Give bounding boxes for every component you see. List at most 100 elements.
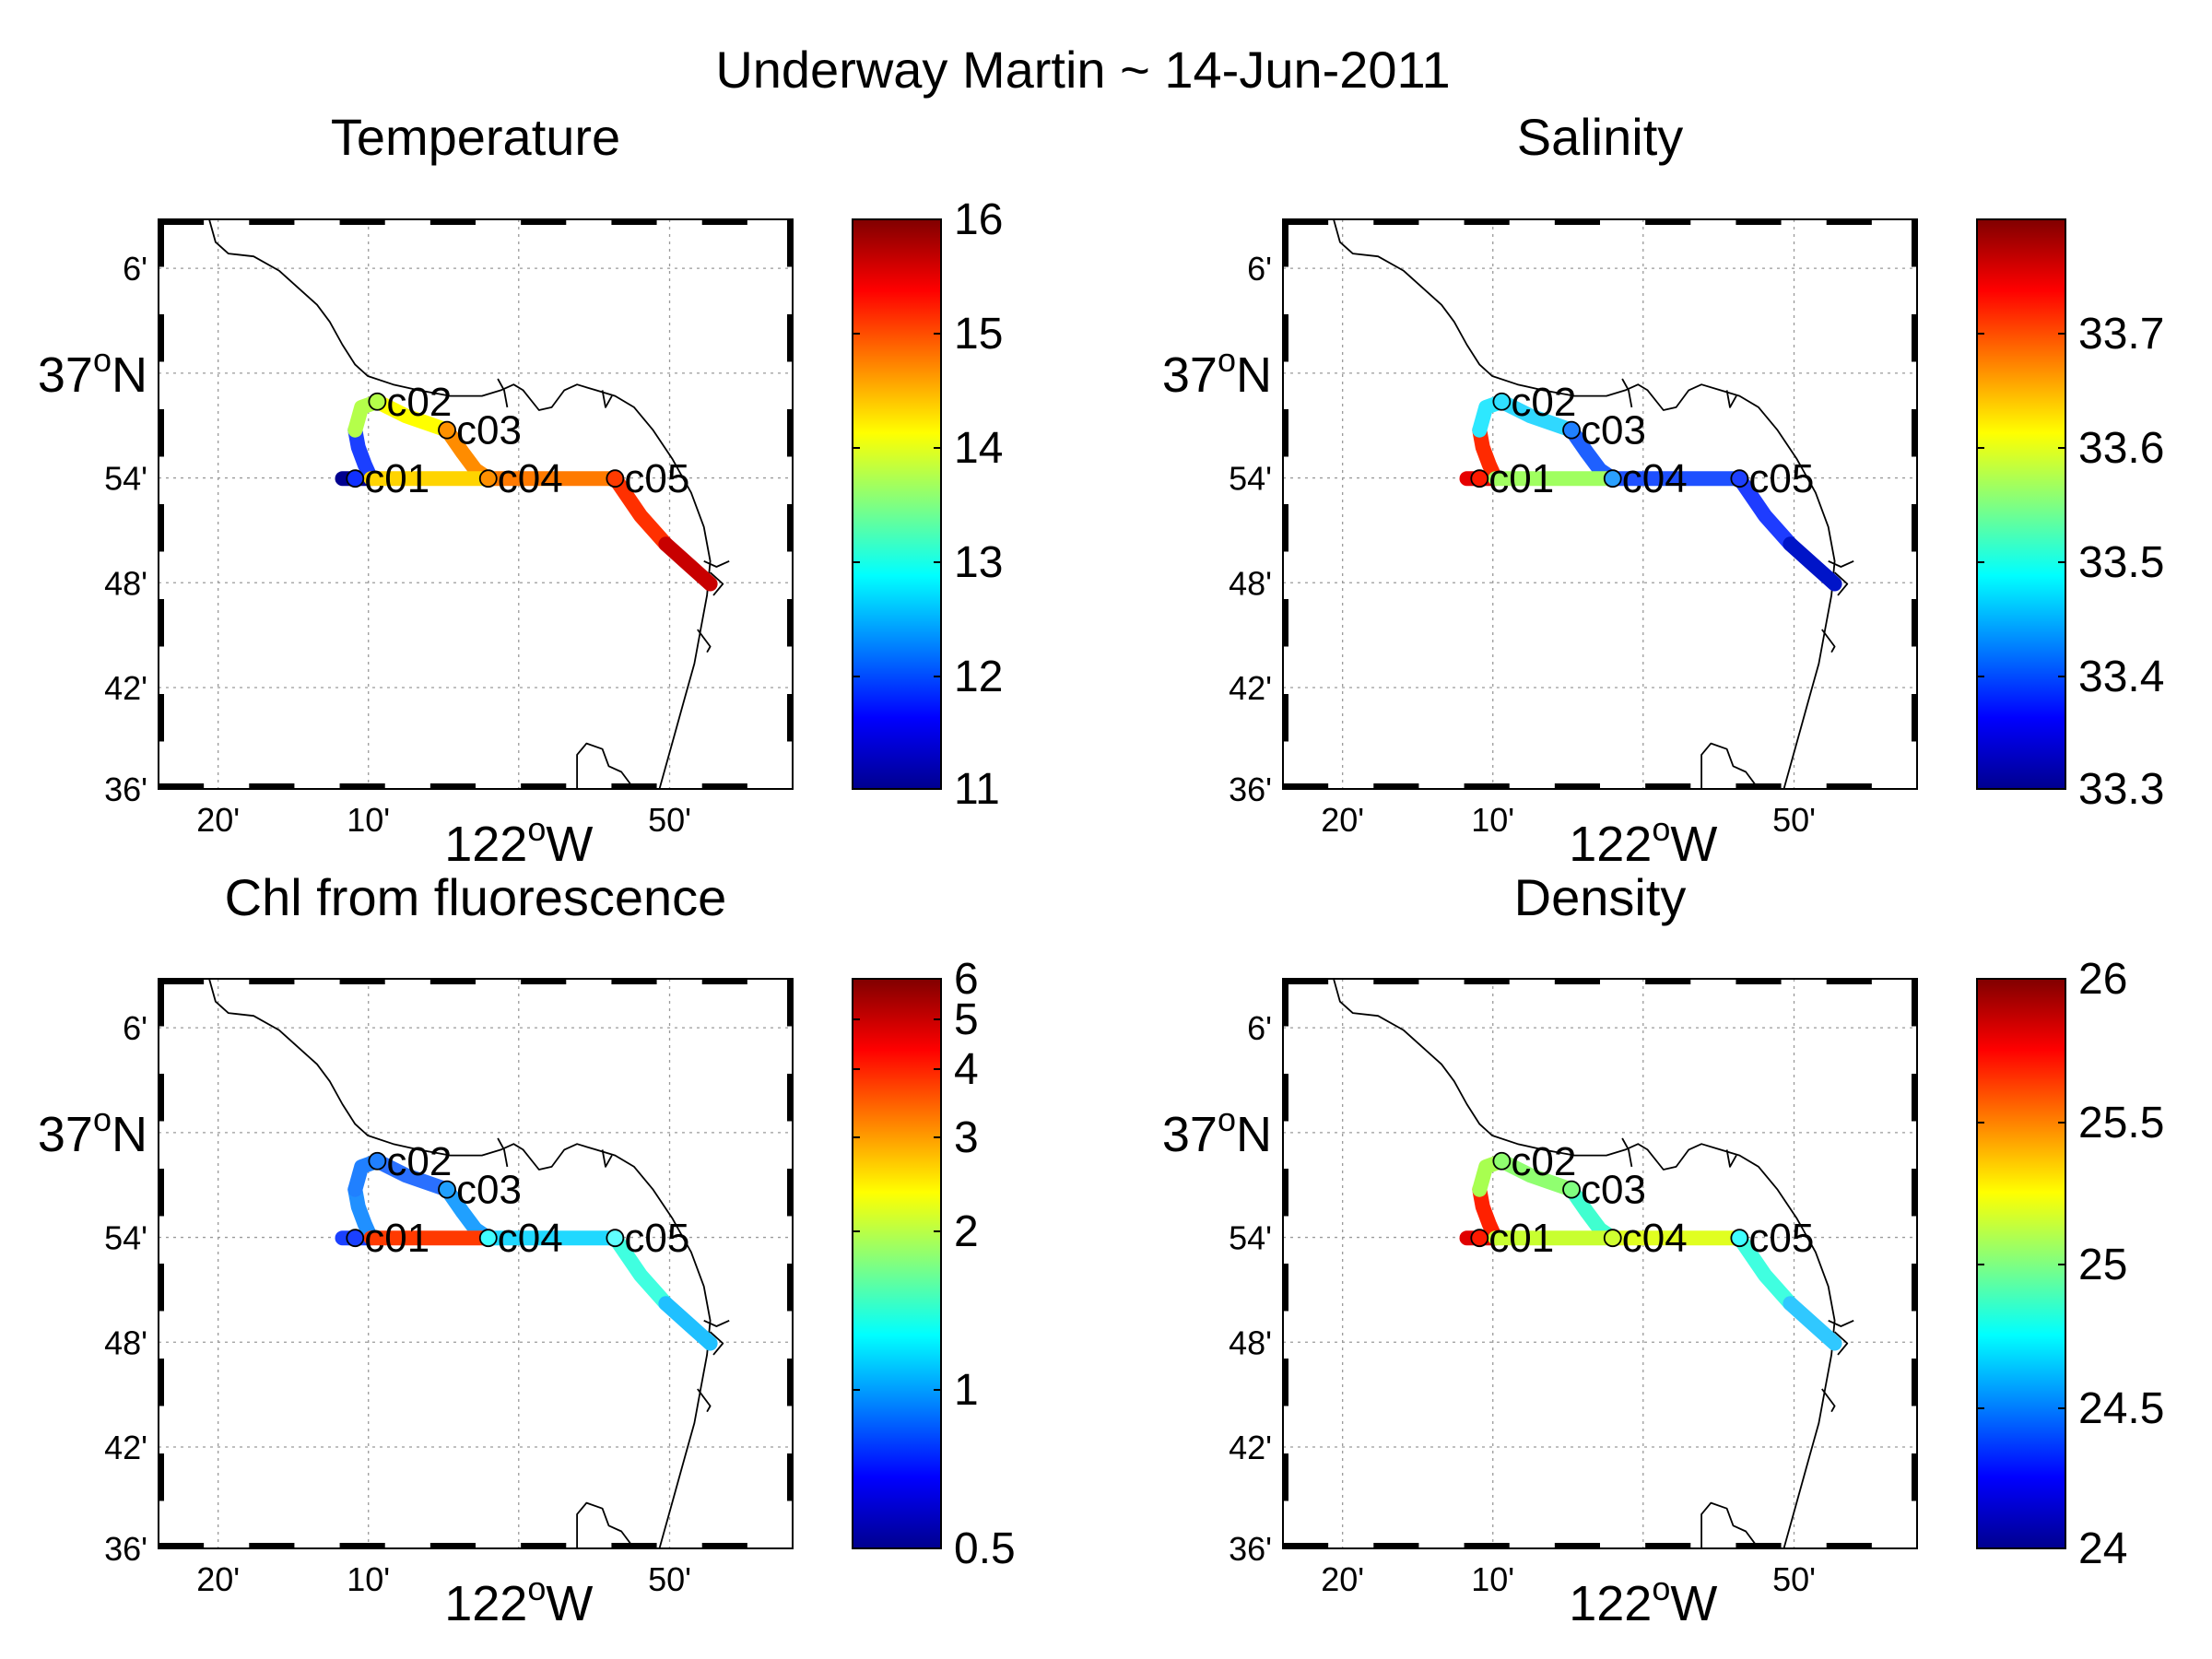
map-border-tick	[1735, 979, 1782, 984]
map-border-tick	[1283, 219, 1288, 267]
map-border-tick	[1464, 219, 1510, 225]
latitude-tick-label: 42'	[1229, 669, 1272, 707]
colorbar-tick-label: 16	[954, 195, 1003, 244]
latitude-tick-label: 54'	[1229, 460, 1272, 498]
coastline-detail	[709, 571, 724, 596]
station-label: c04	[498, 1216, 563, 1261]
map-border-tick	[521, 979, 567, 984]
track-segment	[1472, 422, 1503, 487]
track-segment	[1732, 1230, 1798, 1312]
colorbar-tick-label: 33.5	[2078, 538, 2164, 587]
station-label: c01	[364, 1216, 429, 1261]
latitude-tick-label: 48'	[104, 1324, 147, 1361]
station-marker	[1730, 1229, 1749, 1248]
longitude-tick-label: 20'	[196, 801, 240, 839]
longitude-tick-label: 10'	[347, 1560, 390, 1598]
coastline-detail	[1725, 390, 1737, 408]
track-segment	[1783, 1296, 1842, 1351]
track-segment	[1472, 1182, 1503, 1246]
station-marker	[1730, 469, 1749, 488]
latitude-tick-label: 48'	[104, 564, 147, 602]
colorbar-tick-label: 33.7	[2078, 310, 2164, 359]
colorbar-tick-label: 6	[954, 955, 979, 1004]
map-border-tick	[159, 219, 164, 267]
colorbar	[852, 218, 942, 790]
map-border-tick	[249, 783, 295, 789]
coastline-detail	[601, 1149, 613, 1168]
map-border-tick	[429, 1543, 476, 1548]
map-border-tick	[521, 219, 567, 225]
latitude-tick-label: 54'	[104, 460, 147, 498]
colorbar-tick-label: 5	[954, 995, 979, 1044]
map-border-tick	[787, 314, 793, 362]
map-border-tick	[1912, 504, 1917, 552]
colorbar	[852, 978, 942, 1549]
coastline-detail	[1828, 1319, 1854, 1327]
station-label: c01	[1488, 456, 1554, 501]
map-frame	[158, 978, 794, 1549]
map-border-tick	[1283, 979, 1288, 1027]
map-border-tick	[701, 219, 747, 225]
map-border-tick	[1283, 504, 1288, 552]
latitude-tick-label: 42'	[1229, 1429, 1272, 1466]
latitude-main-label: 37oN	[38, 341, 147, 403]
station-marker	[1603, 469, 1622, 488]
station-label: c05	[624, 456, 689, 501]
panel-title: Salinity	[1517, 108, 1684, 166]
station-label: c01	[1488, 1216, 1554, 1261]
map-border-tick	[159, 1359, 164, 1406]
map-border-tick	[1645, 219, 1691, 225]
map-border-tick	[1645, 783, 1691, 789]
station-marker	[478, 1229, 498, 1248]
map-border-tick	[1735, 783, 1782, 789]
colorbar-tick-label: 3	[954, 1113, 979, 1162]
latitude-tick-label: 6'	[123, 250, 147, 288]
longitude-main-label: 122oW	[1569, 810, 1717, 872]
station-label: c02	[1511, 380, 1576, 425]
coastline-detail	[1700, 1501, 1759, 1549]
map-border-tick	[339, 1543, 385, 1548]
track-segment	[658, 536, 718, 592]
station-label: c03	[1581, 1168, 1646, 1213]
map-border-tick	[1554, 1543, 1600, 1548]
map-border-tick	[1912, 1264, 1917, 1312]
map-border-tick	[1912, 219, 1917, 267]
map-border-tick	[1283, 1359, 1288, 1406]
map-border-tick	[1283, 694, 1288, 742]
map-border-tick	[429, 783, 476, 789]
longitude-tick-label: 10'	[347, 801, 390, 839]
map-border-tick	[787, 1169, 793, 1217]
map-border-tick	[159, 409, 164, 457]
map-border-tick	[787, 504, 793, 552]
longitude-main-label: 122oW	[444, 810, 593, 872]
latitude-main-label: 37oN	[38, 1100, 147, 1162]
map-border-tick	[1283, 1074, 1288, 1122]
track-segment	[347, 422, 379, 487]
map-frame	[1282, 978, 1918, 1549]
longitude-tick-label: 10'	[1471, 1560, 1514, 1598]
panel-title: Chl from fluorescence	[225, 868, 727, 926]
map-border-tick	[1645, 1543, 1691, 1548]
coastline-detail	[1833, 571, 1849, 596]
colorbar-tick-label: 13	[954, 538, 1003, 587]
longitude-tick-label: 50'	[1772, 1560, 1816, 1598]
colorbar-tick-label: 4	[954, 1045, 979, 1094]
longitude-tick-label: 10'	[1471, 801, 1514, 839]
map-border-tick	[1283, 599, 1288, 647]
map-border-tick	[159, 979, 205, 984]
track-segment	[370, 394, 454, 438]
station-marker	[368, 392, 387, 411]
latitude-tick-label: 6'	[123, 1009, 147, 1047]
station-marker	[478, 469, 498, 488]
latitude-tick-label: 42'	[104, 1429, 147, 1466]
coastline-detail	[601, 390, 613, 408]
colorbar	[1976, 218, 2066, 790]
map-border-tick	[1554, 783, 1600, 789]
map-border-tick	[1826, 1543, 1872, 1548]
coastline-detail	[576, 1501, 635, 1549]
station-marker	[346, 469, 365, 488]
